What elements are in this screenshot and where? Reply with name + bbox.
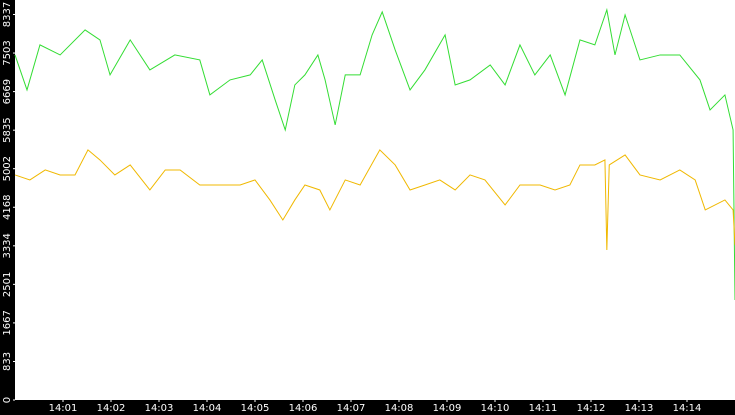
y-tick-label: 3334 — [2, 233, 13, 258]
x-tick-label: 14:09 — [433, 403, 462, 414]
y-tick-label: 1667 — [2, 310, 13, 335]
y-tick-label: 0 — [2, 397, 13, 403]
x-tick-label: 14:14 — [673, 403, 702, 414]
data-line — [14, 149, 735, 250]
y-axis-strip — [0, 0, 15, 415]
x-tick-label: 14:10 — [481, 403, 510, 414]
y-tick-label: 5002 — [2, 156, 13, 181]
x-tick-label: 14:05 — [241, 403, 270, 414]
x-tick-label: 14:03 — [145, 403, 174, 414]
x-tick-label: 14:12 — [577, 403, 606, 414]
x-tick-label: 14:04 — [193, 403, 222, 414]
y-tick-label: 8337 — [2, 2, 13, 27]
x-tick-label: 14:07 — [337, 403, 366, 414]
plot-area — [15, 0, 735, 400]
x-tick-label: 14:13 — [625, 403, 654, 414]
y-tick-label: 833 — [2, 352, 13, 371]
x-tick-label: 14:06 — [289, 403, 318, 414]
x-tick-label: 14:01 — [49, 403, 78, 414]
x-tick-label: 14:02 — [97, 403, 126, 414]
x-tick-label: 14:11 — [529, 403, 558, 414]
y-tick-label: 6669 — [2, 79, 13, 104]
y-tick-label: 2501 — [2, 272, 13, 297]
y-tick-label: 4168 — [2, 195, 13, 220]
y-tick-label: 5835 — [2, 117, 13, 142]
x-tick-label: 14:08 — [385, 403, 414, 414]
data-line — [14, 7, 735, 300]
y-tick-label: 7503 — [2, 40, 13, 65]
x-axis-strip — [0, 400, 735, 415]
